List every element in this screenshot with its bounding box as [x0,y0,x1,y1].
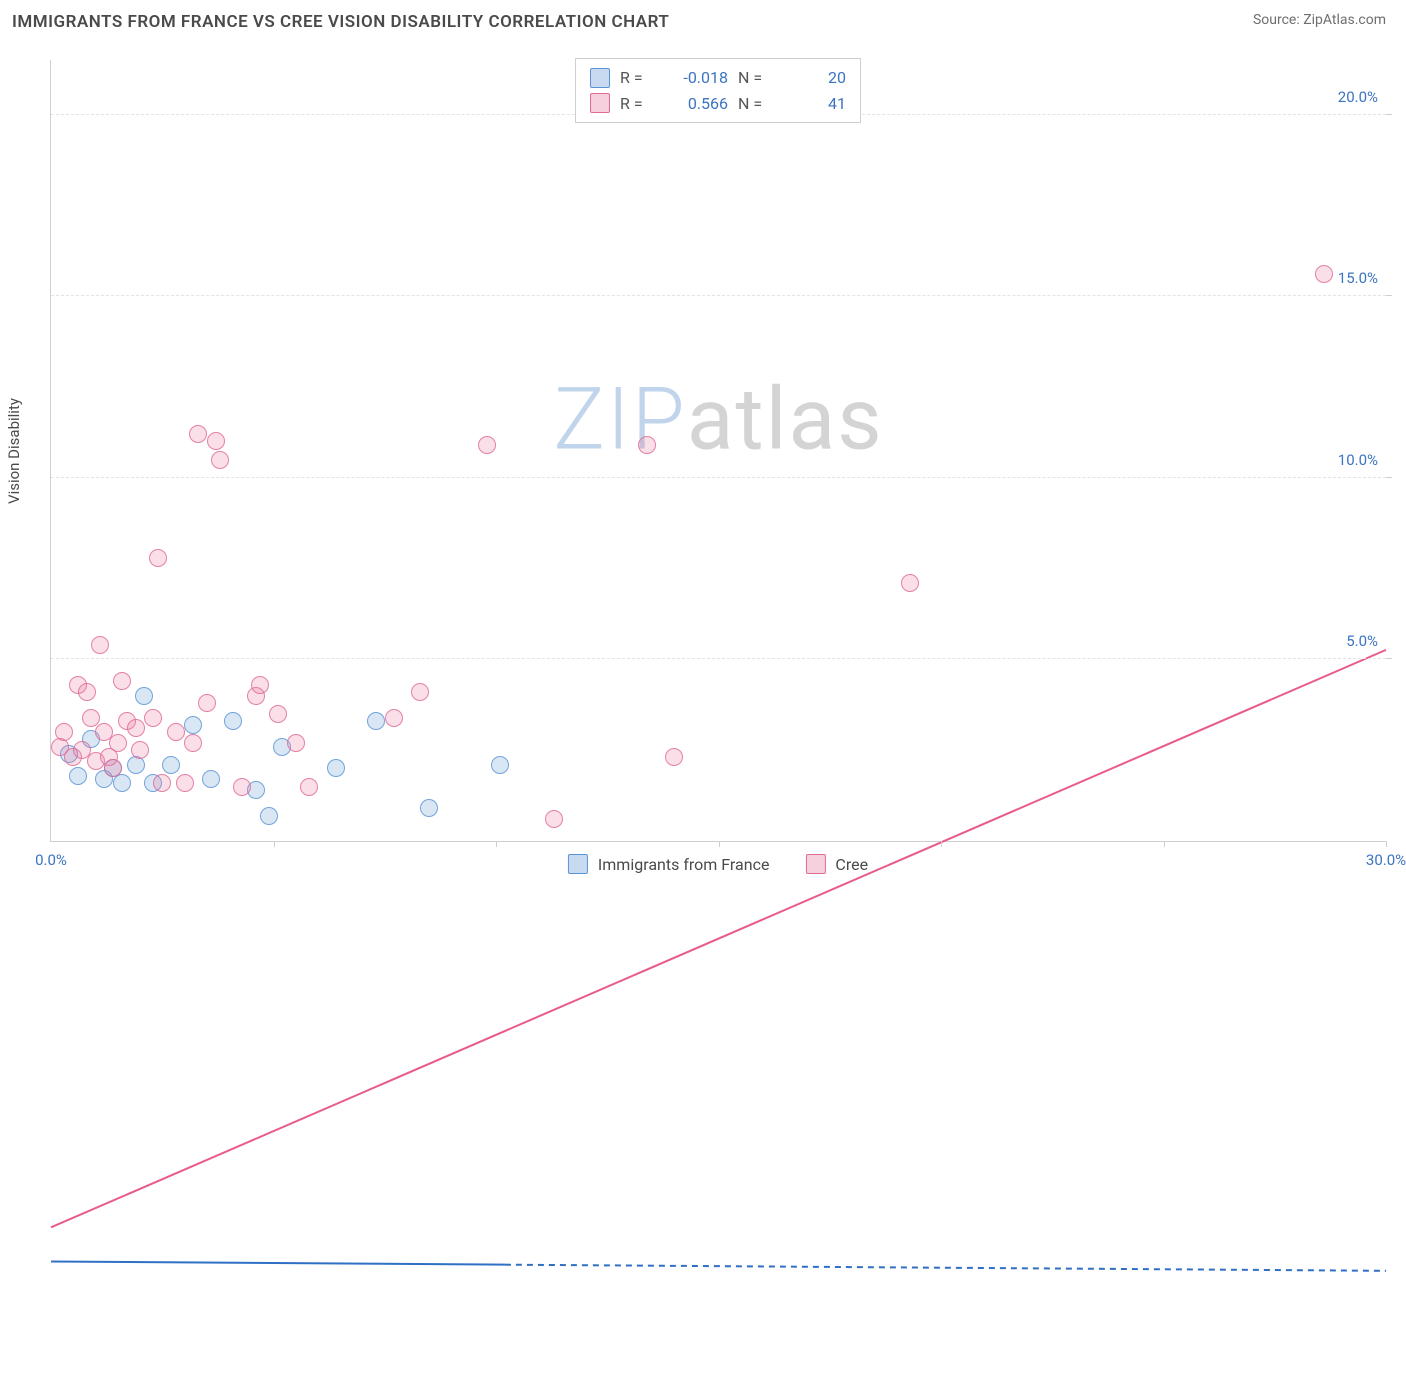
data-point-s1 [300,778,318,796]
trend-lines [51,60,1386,1395]
n-label: N = [738,65,772,91]
trendline-s1 [51,650,1386,1227]
data-point-s1 [113,672,131,690]
legend-row-series1: R = 0.566 N = 41 [590,91,846,117]
data-point-s1 [287,734,305,752]
swatch-series0 [590,68,610,88]
legend-label-series0: Immigrants from France [598,855,770,874]
data-point-s1 [901,574,919,592]
r-label: R = [620,91,654,117]
trendline-s0 [51,1262,505,1265]
data-point-s1 [233,778,251,796]
n-label: N = [738,91,772,117]
x-tick-mark [941,841,942,847]
data-point-s1 [144,709,162,727]
x-tick-mark [496,841,497,847]
series-legend: Immigrants from France Cree [568,854,868,874]
data-point-s1 [131,741,149,759]
watermark-part1: ZIP [553,369,686,470]
data-point-s1 [411,683,429,701]
data-point-s1 [184,734,202,752]
data-point-s1 [176,774,194,792]
data-point-s1 [638,436,656,454]
x-tick-mark [1386,841,1387,847]
data-point-s0 [184,716,202,734]
y-tick-mark [1386,477,1392,478]
chart-area: ZIPatlas 5.0%10.0%15.0%20.0%0.0%30.0% Vi… [50,60,1386,842]
data-point-s1 [167,723,185,741]
y-tick-label: 10.0% [1338,451,1378,469]
correlation-legend: R = -0.018 N = 20 R = 0.566 N = 41 [575,58,861,123]
y-tick-mark [1386,658,1392,659]
y-tick-mark [1386,295,1392,296]
y-tick-label: 15.0% [1338,269,1378,287]
x-tick-label: 30.0% [1366,851,1406,869]
data-point-s0 [135,687,153,705]
data-point-s1 [269,705,287,723]
x-tick-label: 0.0% [35,851,67,869]
data-point-s1 [198,694,216,712]
data-point-s1 [1315,265,1333,283]
swatch-series1 [805,854,825,874]
source-label: Source: [1253,12,1303,28]
data-point-s1 [127,719,145,737]
watermark-part2: atlas [687,369,884,470]
x-tick-mark [274,841,275,847]
plot-region: ZIPatlas 5.0%10.0%15.0%20.0%0.0%30.0% [50,60,1386,842]
data-point-s0 [420,799,438,817]
data-point-s1 [109,734,127,752]
data-point-s1 [78,683,96,701]
chart-title: IMMIGRANTS FROM FRANCE VS CREE VISION DI… [12,12,669,32]
x-tick-mark [719,841,720,847]
data-point-s1 [251,676,269,694]
data-point-s1 [82,709,100,727]
data-point-s0 [202,770,220,788]
x-tick-mark [1164,841,1165,847]
data-point-s0 [162,756,180,774]
data-point-s1 [207,432,225,450]
legend-label-series1: Cree [835,855,868,874]
gridline-h [51,295,1386,296]
source-name: ZipAtlas.com [1303,12,1386,28]
gridline-h [51,658,1386,659]
data-point-s0 [367,712,385,730]
data-point-s1 [153,774,171,792]
legend-item-series0: Immigrants from France [568,854,770,874]
legend-item-series1: Cree [805,854,868,874]
data-point-s0 [260,807,278,825]
chart-header: IMMIGRANTS FROM FRANCE VS CREE VISION DI… [0,0,1406,36]
data-point-s0 [224,712,242,730]
data-point-s1 [545,810,563,828]
r-value-series0: -0.018 [664,65,728,91]
data-point-s1 [665,748,683,766]
trendline-dashed-s0 [505,1265,1386,1271]
r-value-series1: 0.566 [664,91,728,117]
r-label: R = [620,65,654,91]
legend-row-series0: R = -0.018 N = 20 [590,65,846,91]
data-point-s0 [69,767,87,785]
data-point-s1 [91,636,109,654]
data-point-s0 [491,756,509,774]
data-point-s1 [104,759,122,777]
y-axis-label: Vision Disability [5,398,23,504]
data-point-s0 [327,759,345,777]
data-point-s1 [149,549,167,567]
n-value-series0: 20 [782,65,846,91]
gridline-h [51,477,1386,478]
swatch-series0 [568,854,588,874]
swatch-series1 [590,93,610,113]
y-tick-mark [1386,114,1392,115]
y-tick-label: 20.0% [1338,88,1378,106]
y-tick-label: 5.0% [1346,632,1378,650]
data-point-s1 [478,436,496,454]
data-point-s1 [211,451,229,469]
n-value-series1: 41 [782,91,846,117]
data-point-s1 [385,709,403,727]
source-credit: Source: ZipAtlas.com [1253,12,1386,28]
watermark: ZIPatlas [553,369,883,470]
data-point-s1 [55,723,73,741]
data-point-s1 [189,425,207,443]
